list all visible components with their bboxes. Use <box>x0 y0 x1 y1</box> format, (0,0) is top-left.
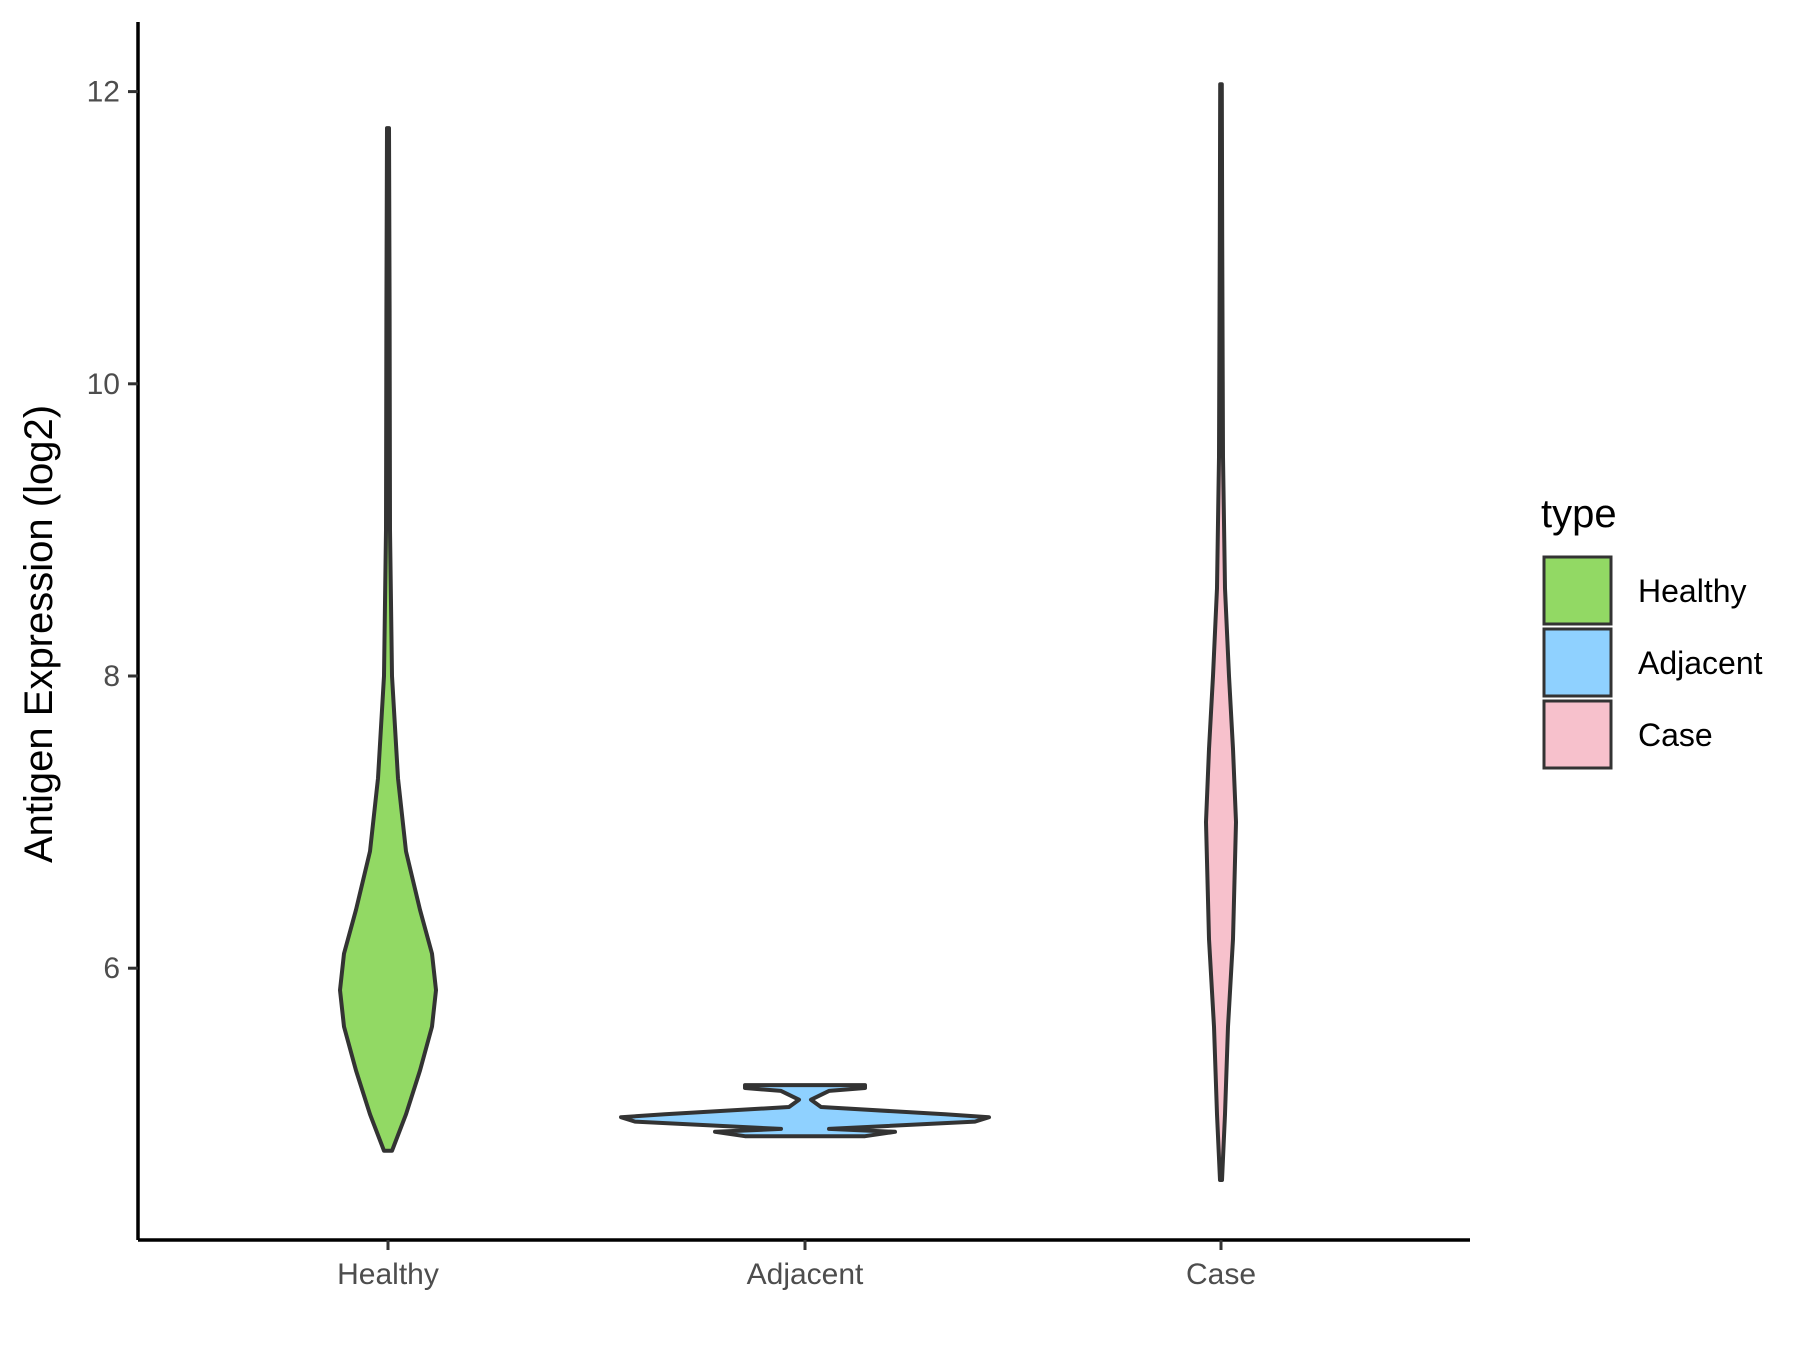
violin-adjacent <box>619 1083 991 1139</box>
x-tick-label-healthy: Healthy <box>337 1258 439 1291</box>
y-axis-title: Antigen Expression (log2) <box>17 405 61 863</box>
legend-title: type <box>1541 492 1617 536</box>
legend-label-case: Case <box>1638 717 1713 753</box>
y-tick-label-8: 8 <box>103 660 120 693</box>
axes: 6 8 10 12 Healthy Adjacent Case <box>87 22 1470 1291</box>
x-tick-label-case: Case <box>1186 1258 1256 1291</box>
y-tick-label-12: 12 <box>87 76 120 109</box>
x-tick-label-adjacent: Adjacent <box>747 1258 864 1291</box>
legend-swatch-healthy <box>1542 555 1613 626</box>
legend: type Healthy Adjacent Case <box>1541 492 1763 770</box>
violin-healthy <box>338 126 438 1153</box>
legend-swatch-adjacent <box>1542 627 1613 698</box>
legend-swatch-case <box>1542 699 1613 770</box>
legend-label-adjacent: Adjacent <box>1638 645 1763 681</box>
y-tick-label-6: 6 <box>103 952 120 985</box>
violins <box>338 82 1238 1182</box>
y-tick-label-10: 10 <box>87 368 120 401</box>
legend-label-healthy: Healthy <box>1638 573 1747 609</box>
violin-case <box>1204 82 1238 1182</box>
